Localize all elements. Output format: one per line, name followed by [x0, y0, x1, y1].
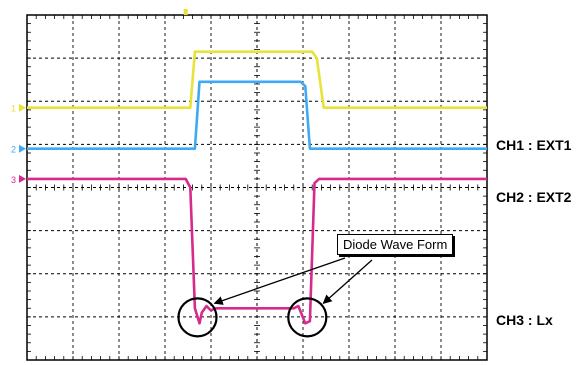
trace-ch1 [27, 50, 487, 109]
diode-callouts [177, 257, 373, 338]
waveform-traces [27, 50, 487, 325]
channel-ground-markers: 1 2 3 [11, 9, 188, 185]
trace-ch3 [27, 177, 487, 325]
diode-annotation-box: Diode Wave Form [337, 234, 454, 255]
ground-marker-label-ch1: 1 [11, 104, 16, 114]
trigger-marker [183, 9, 188, 15]
diode-circle-right [287, 297, 328, 338]
arrow-to-left-diode [213, 257, 346, 305]
diode-circle-left [177, 297, 218, 338]
ch3-label: CH3 : Lx [496, 312, 553, 328]
ground-marker-ch2 [19, 144, 26, 153]
arrow-to-right-diode [322, 259, 373, 304]
ground-marker-label-ch2: 2 [11, 145, 16, 155]
ground-marker-ch3 [19, 174, 26, 183]
graticule-grid [26, 14, 488, 361]
ch2-label: CH2 : EXT2 [496, 189, 572, 205]
ground-marker-label-ch3: 3 [11, 175, 16, 185]
trace-ch2 [27, 80, 487, 150]
ground-marker-ch1 [19, 103, 26, 112]
ch1-label: CH1 : EXT1 [496, 137, 572, 153]
